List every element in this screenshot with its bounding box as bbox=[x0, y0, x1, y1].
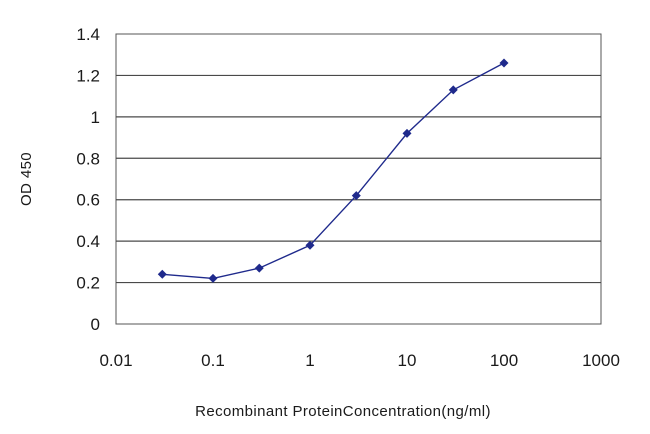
x-axis-title: Recombinant ProteinConcentration(ng/ml) bbox=[195, 403, 491, 420]
x-tick-label: 100 bbox=[490, 351, 518, 370]
data-point-marker bbox=[157, 269, 167, 279]
data-point-marker bbox=[499, 58, 509, 68]
series-layer bbox=[157, 58, 509, 283]
data-point-marker bbox=[448, 85, 458, 95]
y-axis-title: OD 450 bbox=[18, 152, 35, 206]
y-tick-label: 0.4 bbox=[76, 232, 100, 251]
y-tick-label: 0 bbox=[91, 315, 100, 334]
y-tick-label: 1 bbox=[91, 108, 100, 127]
data-point-marker bbox=[402, 128, 412, 138]
data-point-marker bbox=[305, 240, 315, 250]
data-point-marker bbox=[254, 263, 264, 273]
x-tick-label: 0.01 bbox=[99, 351, 132, 370]
series-line bbox=[162, 62, 505, 280]
x-tick-labels: 0.01 0.1 1 10 100 1000 bbox=[99, 351, 619, 370]
y-tick-labels: 0 0.2 0.4 0.6 0.8 1 1.2 1.4 bbox=[76, 25, 100, 334]
x-tick-label: 0.1 bbox=[201, 351, 225, 370]
data-point-marker bbox=[208, 273, 218, 283]
y-tick-label: 0.2 bbox=[76, 274, 100, 293]
data-point-marker bbox=[351, 191, 361, 201]
x-tick-label: 10 bbox=[398, 351, 417, 370]
grid-lines bbox=[116, 74, 601, 284]
y-tick-label: 0.6 bbox=[76, 191, 100, 210]
x-tick-label: 1000 bbox=[582, 351, 620, 370]
y-tick-label: 1.4 bbox=[76, 25, 100, 44]
y-tick-label: 1.2 bbox=[76, 66, 100, 85]
x-tick-label: 1 bbox=[305, 351, 314, 370]
plot-area bbox=[115, 33, 602, 325]
y-tick-label: 0.8 bbox=[76, 149, 100, 168]
